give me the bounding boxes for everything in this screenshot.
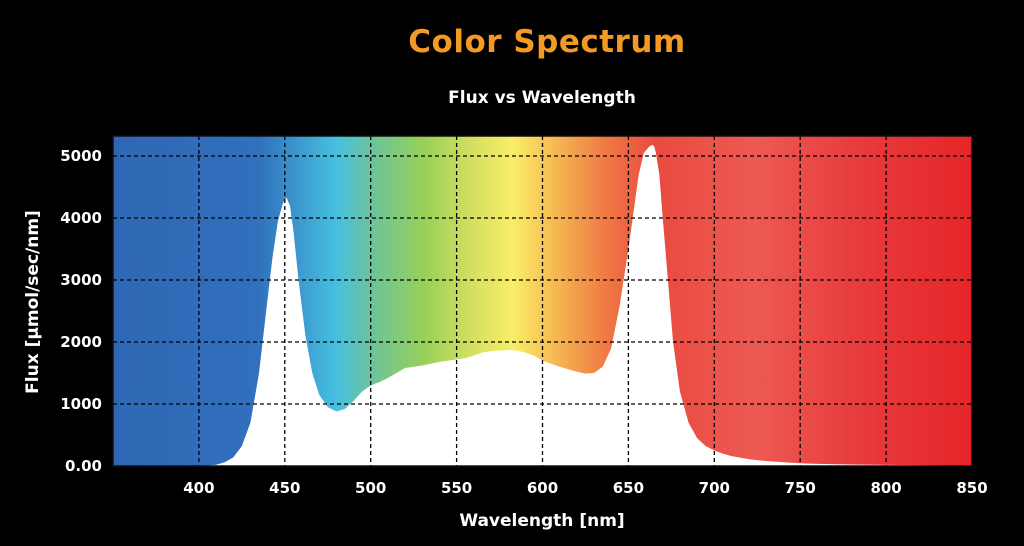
- x-axis-ticks: 400 450 500 550 600 650 700 750 800 850: [183, 479, 987, 497]
- x-tick-label: 450: [269, 479, 300, 497]
- y-tick-label: 0.00: [65, 457, 102, 475]
- x-axis-label: Wavelength [nm]: [459, 511, 624, 531]
- y-tick-label: 3000: [60, 271, 102, 289]
- x-tick-label: 700: [699, 479, 730, 497]
- grid-lines: [113, 136, 972, 466]
- x-tick-label: 750: [785, 479, 816, 497]
- x-tick-label: 500: [355, 479, 386, 497]
- x-tick-label: 400: [183, 479, 214, 497]
- x-tick-label: 850: [956, 479, 987, 497]
- y-tick-label: 5000: [60, 147, 102, 165]
- x-tick-label: 800: [870, 479, 901, 497]
- x-tick-label: 650: [613, 479, 644, 497]
- chart-subtitle: Flux vs Wavelength: [448, 88, 636, 108]
- y-tick-label: 4000: [60, 209, 102, 227]
- y-axis-ticks: 0.00 1000 2000 3000 4000 5000: [60, 147, 102, 475]
- y-tick-label: 1000: [60, 395, 102, 413]
- x-tick-label: 600: [527, 479, 558, 497]
- y-axis-label: Flux [μmol/sec/nm]: [23, 210, 43, 394]
- y-tick-label: 2000: [60, 333, 102, 351]
- plot-frame: [112, 135, 973, 467]
- x-tick-label: 550: [441, 479, 472, 497]
- chart-title: Color Spectrum: [408, 24, 686, 60]
